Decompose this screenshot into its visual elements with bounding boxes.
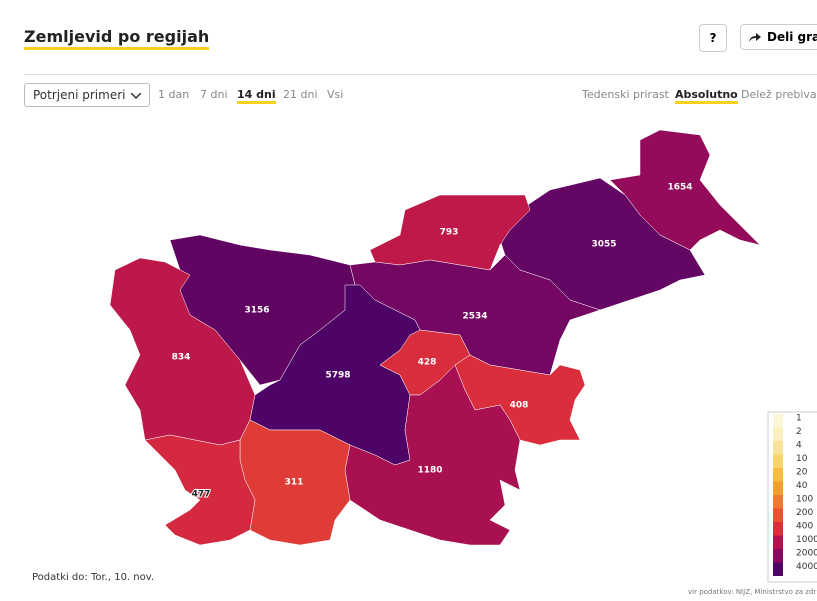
legend-label: 1000 [796,535,817,545]
period-option[interactable]: 1 dan [158,88,190,101]
mode-option[interactable]: Tedenski prirast [582,88,669,101]
region-label: 3055 [591,240,616,250]
region-label: 428 [418,358,437,368]
region-label: 1180 [417,466,442,476]
legend-swatch [773,441,783,455]
region [609,129,761,251]
region-label: 5798 [325,371,350,381]
legend-label: 1 [796,414,802,424]
legend-swatch [773,454,783,468]
region-label: 477 [192,490,211,500]
source-note: vir podatkov: NIJZ, Ministrstvo za zdr [688,588,817,596]
legend-swatch [773,549,783,563]
region [344,364,521,546]
legend-label: 4 [796,441,802,451]
legend-label: 200 [796,508,813,518]
region-label: 311 [285,478,304,488]
legend-label: 20 [796,468,808,478]
legend-label: 40 [796,481,808,491]
date-note: Podatki do: Tor., 10. nov. [32,572,155,583]
legend-swatch [773,481,783,495]
region-label: 408 [510,401,529,411]
separator [24,74,817,75]
help-button[interactable]: ? [699,24,727,52]
region-label: 2534 [462,312,487,322]
mode-option[interactable]: Delež prebivals [741,88,817,101]
legend-swatch [773,522,783,536]
dropdown-label: Potrjeni primeri [33,88,126,102]
dropdown-arrow [131,93,141,99]
share-button[interactable]: Deli graf [740,24,817,50]
legend-label: 2 [796,427,802,437]
legend-swatch [773,495,783,509]
share-label: Deli graf [767,30,817,44]
region-label: 3156 [244,306,269,316]
legend-swatch [773,414,783,428]
period-option[interactable]: Vsi [327,88,344,101]
period-option[interactable]: 7 dni [200,88,228,101]
legend-label: 10 [796,454,808,464]
region-label: 793 [440,228,459,238]
legend-label: 4000 [796,562,817,572]
legend-swatch [773,508,783,522]
legend-swatch [773,468,783,482]
region-label: 834 [172,353,191,363]
share-icon [749,33,761,42]
legend-label: 2000 [796,549,817,559]
legend-swatch [773,535,783,549]
period-option[interactable]: 21 dni [283,88,318,101]
dropdown[interactable]: Potrjeni primeri [24,83,150,107]
mode-option[interactable]: Absolutno [675,88,738,104]
period-option[interactable]: 14 dni [237,88,276,104]
title: Zemljevid po regijah [24,27,210,50]
legend-label: 100 [796,495,813,505]
legend-swatch [773,427,783,441]
region [144,434,256,546]
region-label: 1654 [667,183,692,193]
legend-label: 400 [796,522,813,532]
legend-swatch [773,562,783,576]
